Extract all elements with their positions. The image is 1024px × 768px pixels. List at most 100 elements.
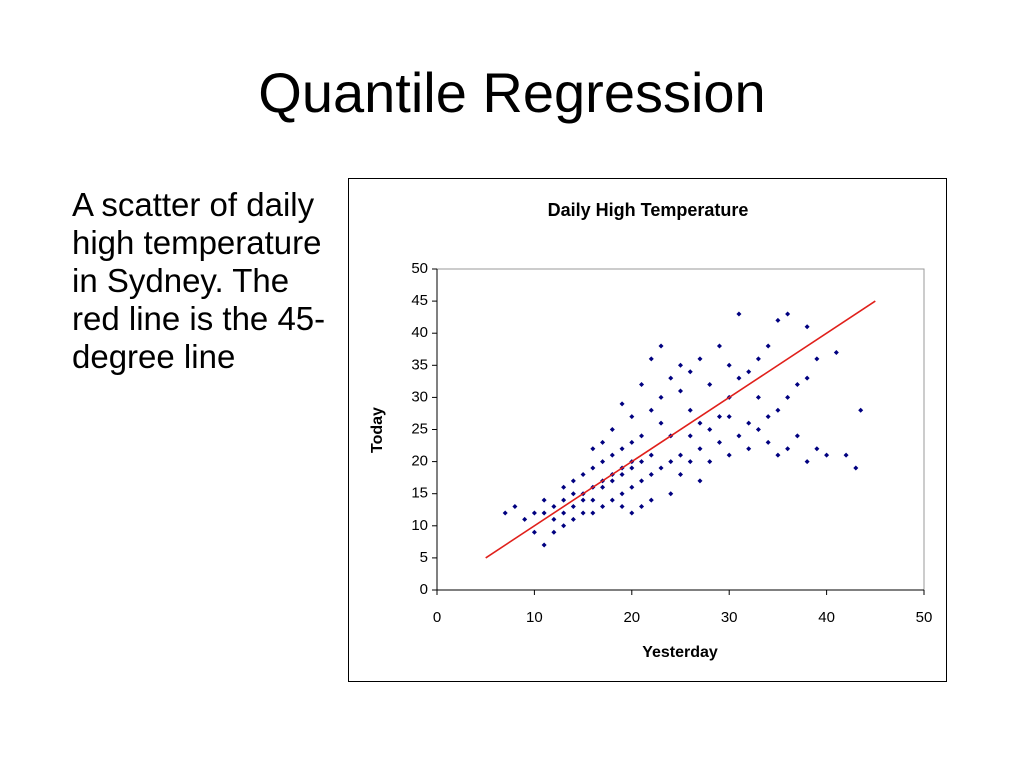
scatter-point: [590, 497, 596, 503]
scatter-point: [824, 452, 830, 458]
scatter-point: [658, 420, 664, 426]
scatter-point: [512, 504, 518, 510]
scatter-point: [619, 504, 625, 510]
scatter-point: [658, 343, 664, 349]
scatter-point: [580, 471, 586, 477]
scatter-point: [541, 497, 547, 503]
scatter-point: [736, 311, 742, 317]
scatter-point: [580, 510, 586, 516]
scatter-point: [726, 414, 732, 420]
body-text: A scatter of daily high temperature in S…: [72, 186, 326, 375]
scatter-point: [570, 491, 576, 497]
scatter-point: [609, 452, 615, 458]
scatter-point: [775, 407, 781, 413]
scatter-point: [541, 510, 547, 516]
slide-title: Quantile Regression: [258, 61, 766, 124]
scatter-point: [755, 427, 761, 432]
scatter-point: [570, 478, 576, 484]
scatter-point: [551, 504, 557, 510]
scatter-point: [814, 356, 820, 362]
scatter-point: [853, 465, 859, 471]
scatter-point: [707, 459, 713, 465]
scatter-point: [755, 356, 761, 362]
scatter-point: [755, 394, 761, 400]
y-tick-label: 50: [411, 260, 428, 277]
scatter-point: [609, 478, 615, 484]
scatter-point: [639, 382, 645, 388]
scatter-point: [590, 510, 596, 516]
scatter-point: [785, 394, 791, 400]
scatter-point: [697, 478, 703, 484]
scatter-point: [648, 471, 654, 477]
scatter-point: [590, 446, 596, 452]
scatter-point: [639, 459, 645, 465]
scatter-point: [765, 439, 771, 445]
scatter-point: [648, 452, 654, 458]
scatter-point: [668, 491, 674, 497]
scatter-point: [726, 452, 732, 458]
scatter-point: [580, 497, 586, 503]
scatter-point: [648, 497, 654, 503]
x-tick-label: 40: [818, 609, 835, 626]
scatter-point: [648, 356, 654, 362]
scatter-point: [629, 439, 635, 445]
scatter-point: [609, 427, 615, 432]
y-tick-label: 5: [420, 549, 428, 566]
scatter-point: [658, 465, 664, 471]
scatter-point: [746, 420, 752, 426]
scatter-point: [746, 369, 752, 375]
scatter-point: [502, 510, 508, 516]
scatter-point: [561, 523, 567, 529]
scatter-point: [687, 369, 693, 375]
scatter-point: [648, 407, 654, 413]
y-tick-label: 0: [420, 581, 428, 598]
scatter-point: [794, 433, 800, 439]
y-tick-label: 45: [411, 292, 428, 309]
scatter-point: [716, 414, 722, 420]
scatter-point: [765, 414, 771, 420]
x-tick-label: 30: [721, 609, 738, 626]
scatter-point: [697, 446, 703, 452]
scatter-point: [707, 427, 713, 432]
scatter-point: [541, 542, 547, 548]
scatter-point: [619, 471, 625, 477]
scatter-point: [531, 510, 537, 516]
y-tick-label: 30: [411, 388, 428, 405]
scatter-point: [794, 382, 800, 388]
scatter-point: [804, 375, 810, 381]
scatter-point: [522, 516, 528, 522]
scatter-point: [600, 439, 606, 445]
scatter-point: [600, 504, 606, 510]
scatter-point: [629, 510, 635, 516]
scatter-point: [678, 362, 683, 368]
scatter-point: [668, 459, 674, 465]
scatter-point: [726, 362, 732, 368]
scatter-point: [639, 504, 645, 510]
x-tick-label: 50: [916, 609, 933, 626]
scatter-point: [600, 484, 606, 490]
scatter-point: [609, 497, 615, 503]
scatter-point: [843, 452, 849, 458]
scatter-point: [561, 497, 567, 503]
scatter-point: [833, 349, 839, 355]
scatter-point: [639, 433, 645, 439]
scatter-point: [678, 452, 683, 458]
scatter-point: [736, 375, 742, 381]
scatter-point: [814, 446, 820, 452]
scatter-point: [678, 388, 683, 394]
chart-frame: [348, 178, 947, 682]
scatter-point: [678, 471, 683, 477]
scatter-point: [804, 459, 810, 465]
y-tick-label: 35: [411, 356, 428, 373]
scatter-point: [804, 324, 810, 330]
scatter-point: [629, 465, 635, 471]
scatter-point: [775, 317, 781, 323]
scatter-point: [687, 433, 693, 439]
scatter-point: [687, 459, 693, 465]
scatter-point: [551, 529, 557, 535]
scatter-point: [658, 394, 664, 400]
x-tick-label: 0: [433, 609, 441, 626]
scatter-point: [629, 414, 635, 420]
scatter-point: [716, 343, 722, 349]
